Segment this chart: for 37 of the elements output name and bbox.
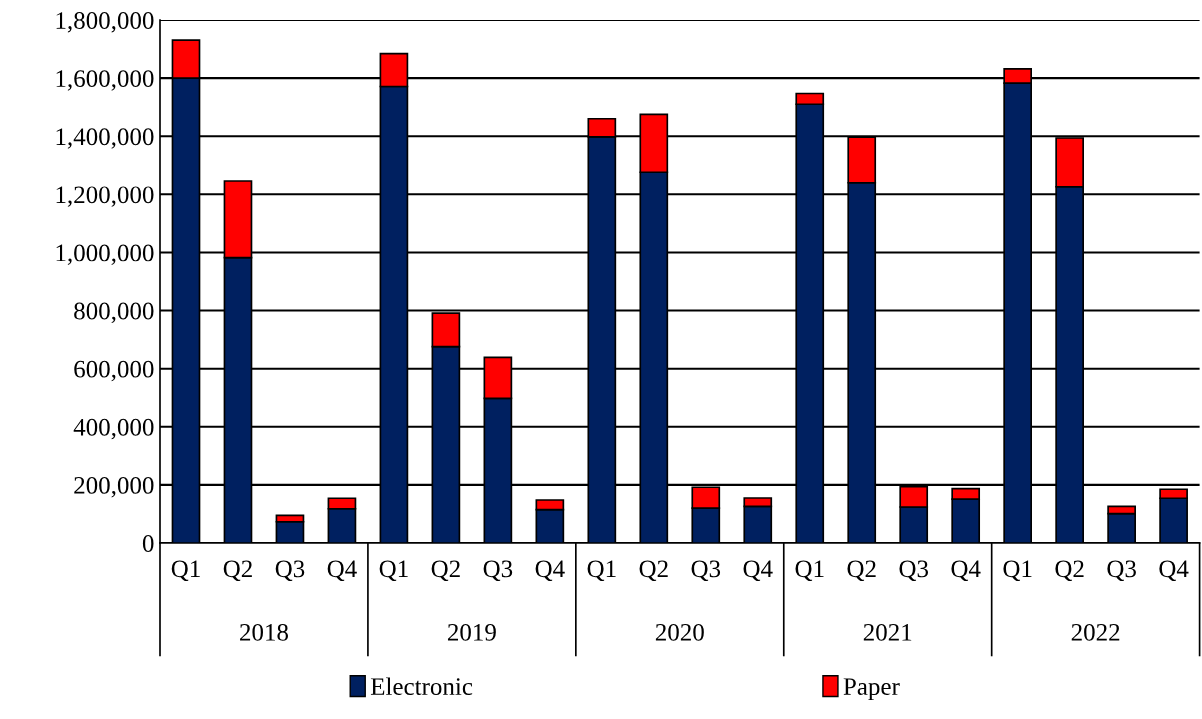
legend-label: Electronic bbox=[370, 677, 473, 696]
y-tick-label: 1,000,000 bbox=[56, 244, 154, 265]
x-tick-label: Q2 bbox=[431, 560, 460, 582]
x-tick-label: Q4 bbox=[1159, 560, 1189, 582]
text: 2018 bbox=[240, 623, 289, 641]
x-tick-label: Q3 bbox=[275, 560, 305, 582]
x-tick-label: Q1 bbox=[171, 560, 200, 582]
y-tick-label: 0 bbox=[142, 535, 154, 552]
x-tick-label: Q1 bbox=[795, 560, 824, 582]
y-tick-label: 1,600,000 bbox=[56, 70, 154, 91]
text: 2019 bbox=[447, 623, 496, 641]
x-tick-label: Q1 bbox=[379, 560, 408, 582]
text: 2022 bbox=[1071, 623, 1120, 641]
text: 2020 bbox=[655, 623, 704, 641]
x-tick-label: Q2 bbox=[223, 560, 252, 582]
x-tick-label: Q4 bbox=[951, 560, 981, 582]
x-tick-label: Q3 bbox=[691, 560, 721, 582]
x-tick-label: Q4 bbox=[535, 560, 565, 582]
y-tick-label: 1,200,000 bbox=[56, 186, 154, 207]
text: 2021 bbox=[863, 623, 912, 641]
x-tick-label: Q2 bbox=[1055, 560, 1084, 582]
x-tick-label: Q4 bbox=[743, 560, 773, 582]
y-tick-label: 600,000 bbox=[74, 360, 154, 382]
x-tick-label: Q3 bbox=[483, 560, 513, 582]
x-tick-label: Q2 bbox=[639, 560, 668, 582]
x-tick-label: Q2 bbox=[847, 560, 876, 582]
y-tick-label: 1,400,000 bbox=[56, 128, 154, 149]
y-tick-label: 200,000 bbox=[74, 476, 154, 498]
x-tick-label: Q4 bbox=[327, 560, 357, 582]
y-tick-label: 1,800,000 bbox=[56, 12, 154, 33]
x-tick-label: Q3 bbox=[899, 560, 929, 582]
y-tick-label: 400,000 bbox=[73, 418, 154, 440]
y-tick-label: 800,000 bbox=[74, 302, 154, 324]
x-tick-label: Q1 bbox=[1003, 560, 1032, 582]
legend-label: Paper bbox=[843, 678, 900, 701]
x-tick-label: Q3 bbox=[1107, 560, 1136, 582]
x-tick-label: Q1 bbox=[587, 560, 616, 582]
